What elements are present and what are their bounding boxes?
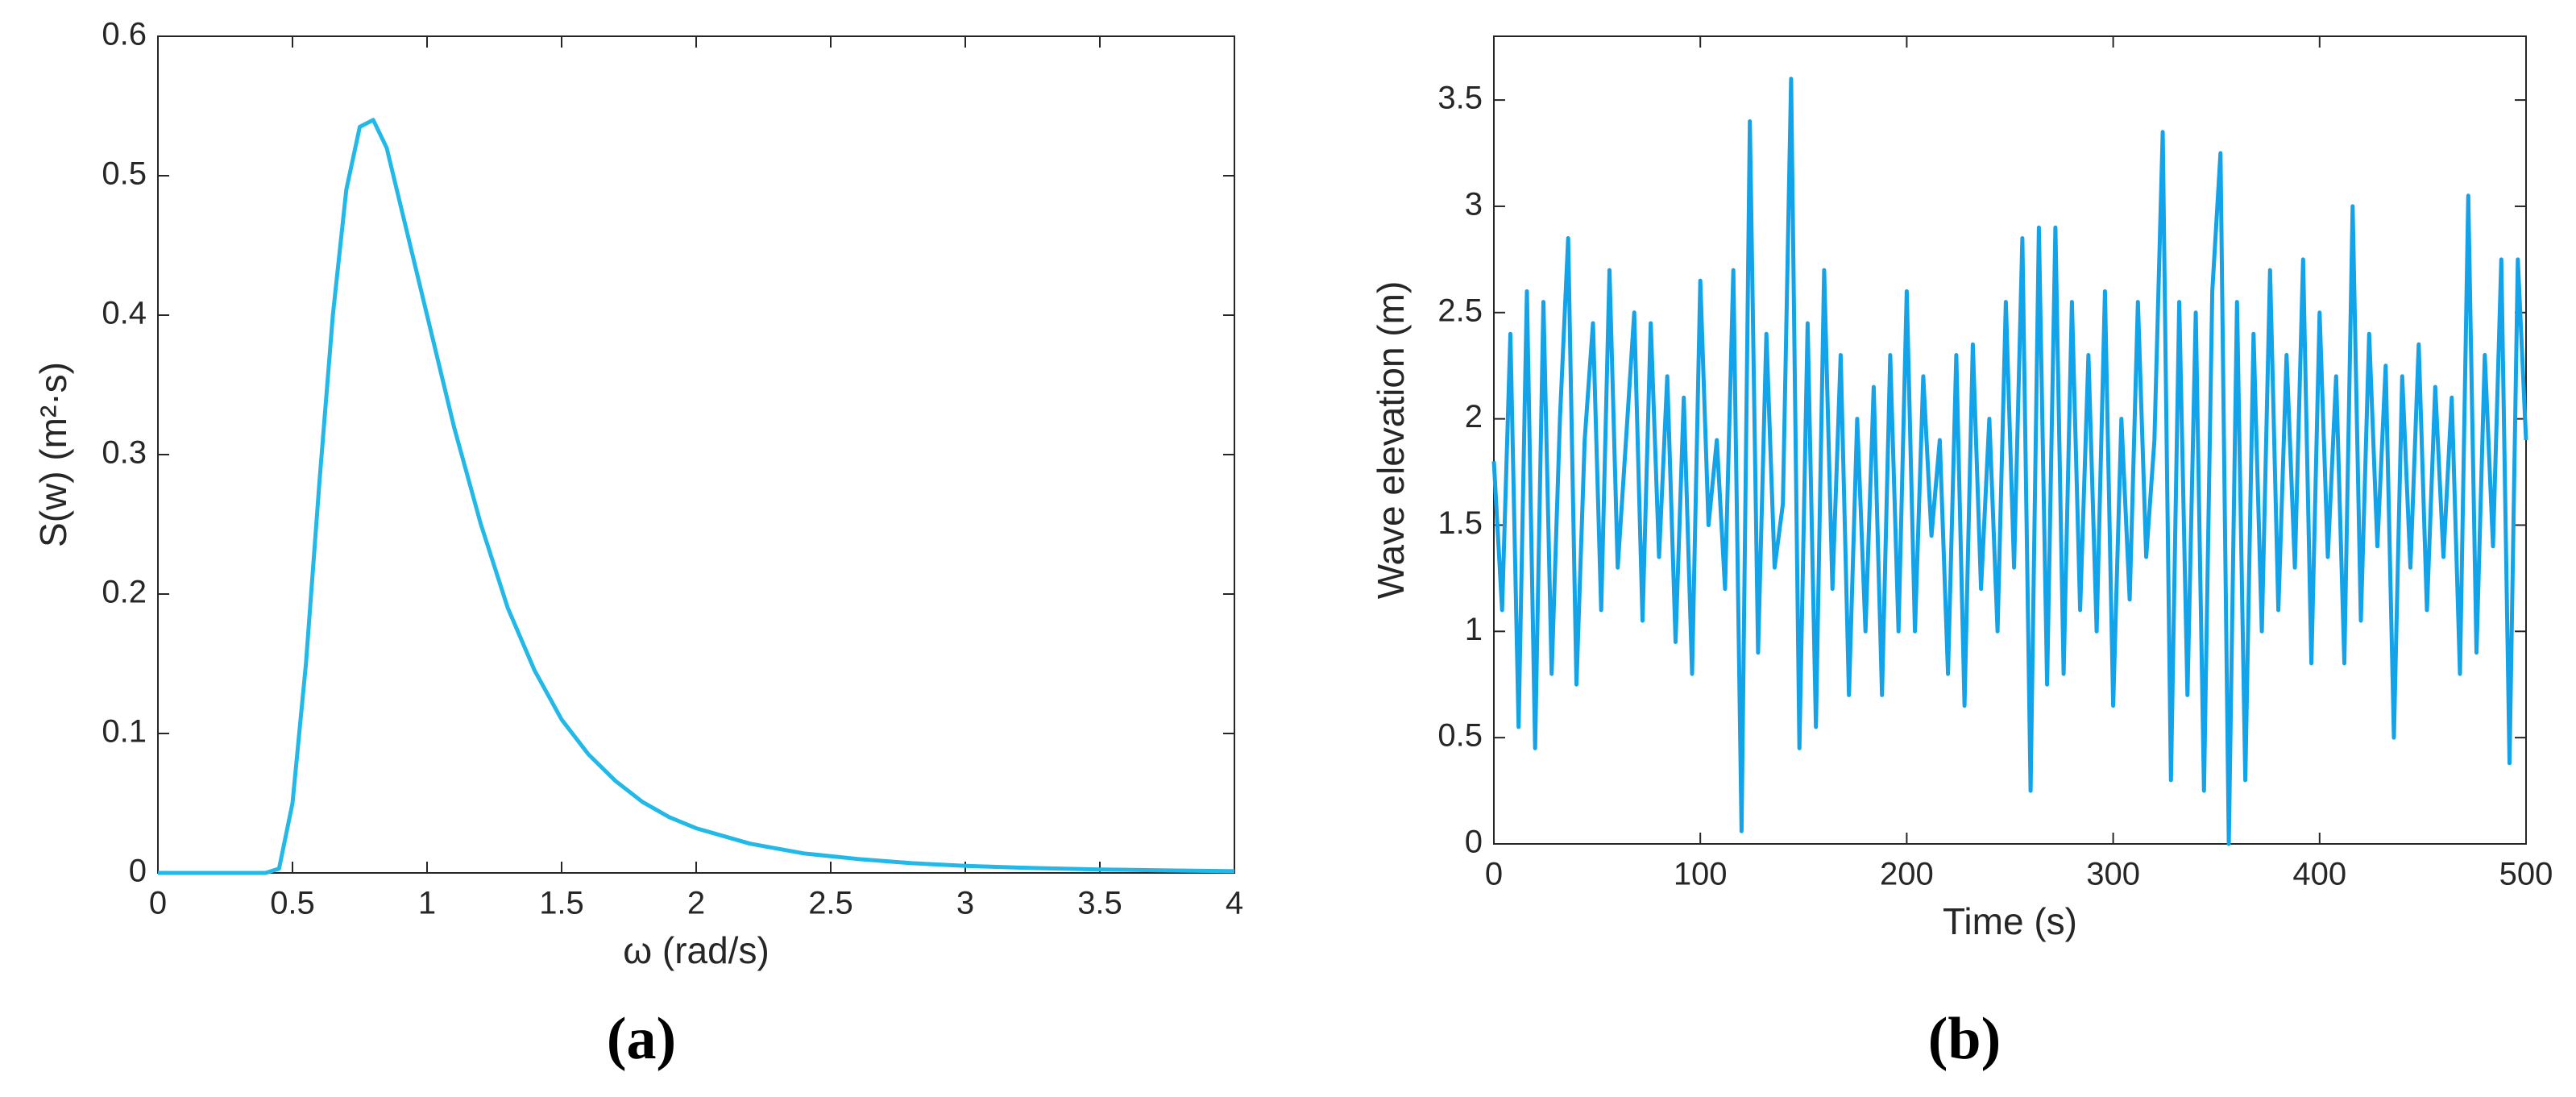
y-tick-label: 3.5 bbox=[1437, 81, 1483, 116]
plot-area bbox=[157, 35, 1235, 874]
y-tick-label: 0.5 bbox=[1437, 718, 1483, 754]
y-tick-label: 0.1 bbox=[102, 714, 147, 750]
x-tick-label: 2.5 bbox=[808, 886, 853, 921]
y-tick-label: 2 bbox=[1465, 399, 1483, 434]
panel-label: (a) bbox=[607, 1006, 676, 1072]
y-tick-label: 0.4 bbox=[102, 296, 147, 331]
x-tick-label: 0 bbox=[149, 886, 167, 921]
x-tick-label: 400 bbox=[2292, 857, 2346, 892]
x-tick-label: 3 bbox=[956, 886, 974, 921]
x-tick-label: 0.5 bbox=[270, 886, 315, 921]
y-tick-label: 1.5 bbox=[1437, 505, 1483, 541]
x-tick-label: 200 bbox=[1880, 857, 1934, 892]
x-tick-label: 4 bbox=[1226, 886, 1243, 921]
y-tick-label: 2.5 bbox=[1437, 293, 1483, 328]
x-tick-label: 100 bbox=[1674, 857, 1728, 892]
x-tick-label: 3.5 bbox=[1077, 886, 1122, 921]
panel-label: (b) bbox=[1928, 1006, 2001, 1072]
x-tick-label: 500 bbox=[2499, 857, 2553, 892]
data-line bbox=[1491, 77, 2528, 846]
x-tick-label: 1.5 bbox=[539, 886, 584, 921]
x-axis-label: Time (s) bbox=[1943, 900, 2077, 942]
y-axis-label: Wave elevation (m) bbox=[1370, 281, 1412, 600]
x-tick-label: 1 bbox=[418, 886, 436, 921]
y-tick-label: 0.6 bbox=[102, 17, 147, 52]
y-tick-label: 0 bbox=[1465, 825, 1483, 860]
y-tick-label: 0.2 bbox=[102, 575, 147, 610]
x-tick-label: 0 bbox=[1485, 857, 1503, 892]
x-tick-label: 300 bbox=[2086, 857, 2140, 892]
y-axis-label: S(w) (m²·s) bbox=[32, 362, 74, 547]
x-axis-label: ω (rad/s) bbox=[623, 929, 769, 971]
y-tick-label: 1 bbox=[1465, 612, 1483, 647]
y-tick-label: 0.5 bbox=[102, 156, 147, 192]
y-tick-label: 0.3 bbox=[102, 435, 147, 471]
x-tick-label: 2 bbox=[687, 886, 705, 921]
data-line bbox=[158, 118, 1235, 875]
y-tick-label: 3 bbox=[1465, 187, 1483, 222]
y-tick-label: 0 bbox=[129, 854, 147, 889]
